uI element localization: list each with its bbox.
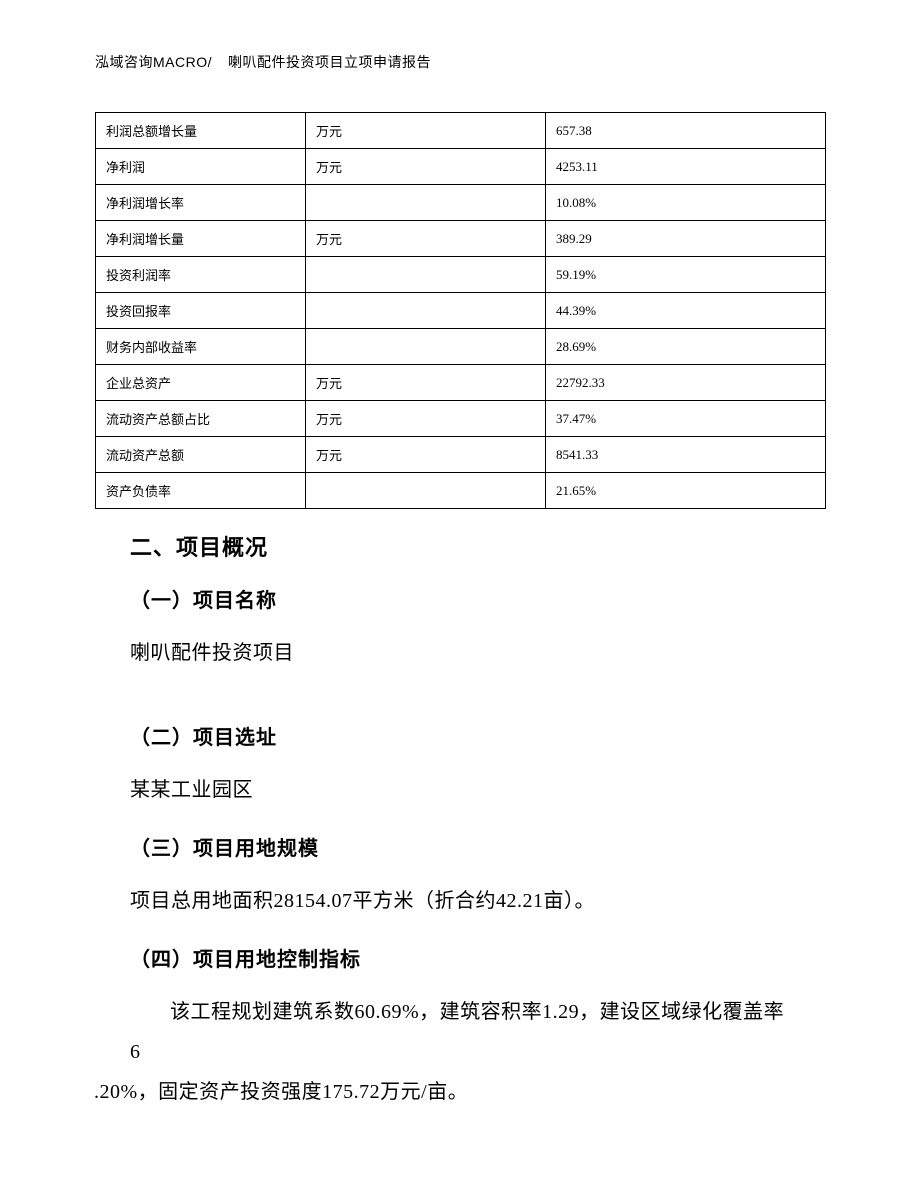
row-label: 流动资产总额 <box>96 437 306 473</box>
data-table-container: 利润总额增长量 万元 657.38 净利润 万元 4253.11 净利润增长率 … <box>95 112 825 509</box>
row-value: 657.38 <box>546 113 826 149</box>
row-label: 流动资产总额占比 <box>96 401 306 437</box>
row-label: 利润总额增长量 <box>96 113 306 149</box>
section-heading: 二、项目概况 <box>130 530 790 562</box>
row-label: 投资回报率 <box>96 293 306 329</box>
table-row: 资产负债率 21.65% <box>96 473 826 509</box>
table-row: 投资回报率 44.39% <box>96 293 826 329</box>
row-unit: 万元 <box>306 401 546 437</box>
body-text-4-line1: 该工程规划建筑系数60.69%，建筑容积率1.29，建设区域绿化覆盖率6 <box>130 992 790 1072</box>
sub-heading-4: （四）项目用地控制指标 <box>130 943 790 972</box>
table-row: 净利润增长率 10.08% <box>96 185 826 221</box>
row-unit <box>306 329 546 365</box>
table-row: 企业总资产 万元 22792.33 <box>96 365 826 401</box>
table-row: 流动资产总额 万元 8541.33 <box>96 437 826 473</box>
table-row: 净利润增长量 万元 389.29 <box>96 221 826 257</box>
content-area: 二、项目概况 （一）项目名称 喇叭配件投资项目 （二）项目选址 某某工业园区 （… <box>130 530 790 1112</box>
body-text-2: 某某工业园区 <box>130 770 790 810</box>
header-title: 喇叭配件投资项目立项申请报告 <box>228 56 431 71</box>
row-value: 44.39% <box>546 293 826 329</box>
page-header: 泓域咨询MACRO/ 喇叭配件投资项目立项申请报告 <box>95 52 431 72</box>
row-unit: 万元 <box>306 437 546 473</box>
body-text-4-line2: .20%，固定资产投资强度175.72万元/亩。 <box>94 1072 790 1112</box>
row-unit: 万元 <box>306 221 546 257</box>
table-row: 利润总额增长量 万元 657.38 <box>96 113 826 149</box>
sub-heading-1: （一）项目名称 <box>130 584 790 613</box>
row-value: 8541.33 <box>546 437 826 473</box>
row-value: 389.29 <box>546 221 826 257</box>
table-row: 净利润 万元 4253.11 <box>96 149 826 185</box>
row-label: 净利润增长量 <box>96 221 306 257</box>
row-value: 22792.33 <box>546 365 826 401</box>
row-unit <box>306 185 546 221</box>
header-company: 泓域咨询 <box>95 56 153 71</box>
header-macro: MACRO/ <box>153 54 212 70</box>
row-unit: 万元 <box>306 149 546 185</box>
body-text-1: 喇叭配件投资项目 <box>130 633 790 673</box>
row-unit: 万元 <box>306 365 546 401</box>
table-row: 投资利润率 59.19% <box>96 257 826 293</box>
row-value: 28.69% <box>546 329 826 365</box>
row-label: 净利润增长率 <box>96 185 306 221</box>
row-unit <box>306 473 546 509</box>
row-label: 资产负债率 <box>96 473 306 509</box>
row-value: 10.08% <box>546 185 826 221</box>
row-label: 企业总资产 <box>96 365 306 401</box>
row-value: 4253.11 <box>546 149 826 185</box>
sub-heading-3: （三）项目用地规模 <box>130 832 790 861</box>
sub-heading-2: （二）项目选址 <box>130 721 790 750</box>
row-value: 21.65% <box>546 473 826 509</box>
row-label: 财务内部收益率 <box>96 329 306 365</box>
row-label: 投资利润率 <box>96 257 306 293</box>
table-body: 利润总额增长量 万元 657.38 净利润 万元 4253.11 净利润增长率 … <box>96 113 826 509</box>
row-unit <box>306 293 546 329</box>
row-value: 59.19% <box>546 257 826 293</box>
table-row: 财务内部收益率 28.69% <box>96 329 826 365</box>
body-text-3: 项目总用地面积28154.07平方米（折合约42.21亩）。 <box>130 881 790 921</box>
row-unit <box>306 257 546 293</box>
table-row: 流动资产总额占比 万元 37.47% <box>96 401 826 437</box>
row-unit: 万元 <box>306 113 546 149</box>
row-value: 37.47% <box>546 401 826 437</box>
row-label: 净利润 <box>96 149 306 185</box>
financial-table: 利润总额增长量 万元 657.38 净利润 万元 4253.11 净利润增长率 … <box>95 112 826 509</box>
